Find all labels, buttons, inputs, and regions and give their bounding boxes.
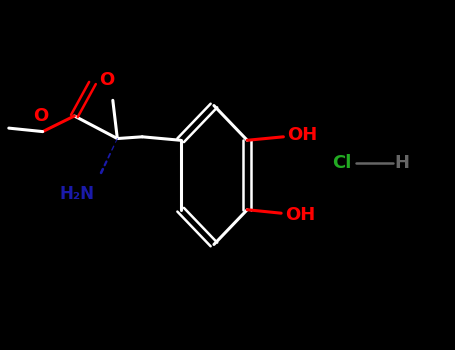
Text: OH: OH — [287, 126, 317, 144]
Text: OH: OH — [285, 206, 315, 224]
Text: O: O — [99, 70, 115, 89]
Text: O: O — [33, 107, 48, 125]
Text: H₂N: H₂N — [60, 186, 95, 203]
Text: Cl: Cl — [333, 154, 352, 172]
Text: H: H — [395, 154, 410, 172]
